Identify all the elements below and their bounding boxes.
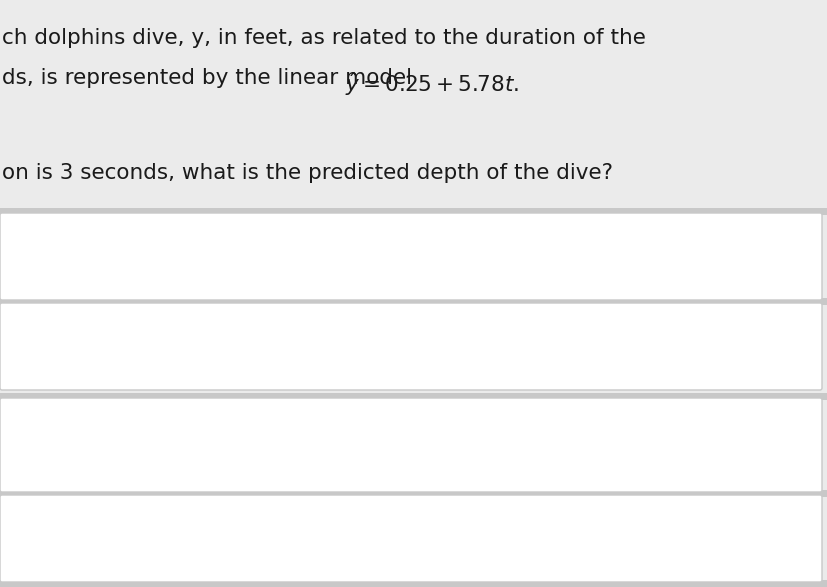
Bar <box>0 490 827 497</box>
Text: ds, is represented by the linear model: ds, is represented by the linear model <box>2 68 412 88</box>
FancyBboxPatch shape <box>0 213 821 300</box>
Text: $\hat{y}$$= 0.25+5.78t$$.$: $\hat{y}$$= 0.25+5.78t$$.$ <box>345 70 519 97</box>
Bar <box>0 298 827 305</box>
Text: on is 3 seconds, what is the predicted depth of the dive?: on is 3 seconds, what is the predicted d… <box>2 163 612 183</box>
FancyBboxPatch shape <box>0 303 821 390</box>
FancyBboxPatch shape <box>0 398 821 492</box>
Bar <box>0 393 827 400</box>
Bar <box>0 580 827 587</box>
Bar <box>0 208 827 215</box>
Text: ch dolphins dive, y, in feet, as related to the duration of the: ch dolphins dive, y, in feet, as related… <box>2 28 645 48</box>
FancyBboxPatch shape <box>0 495 821 582</box>
